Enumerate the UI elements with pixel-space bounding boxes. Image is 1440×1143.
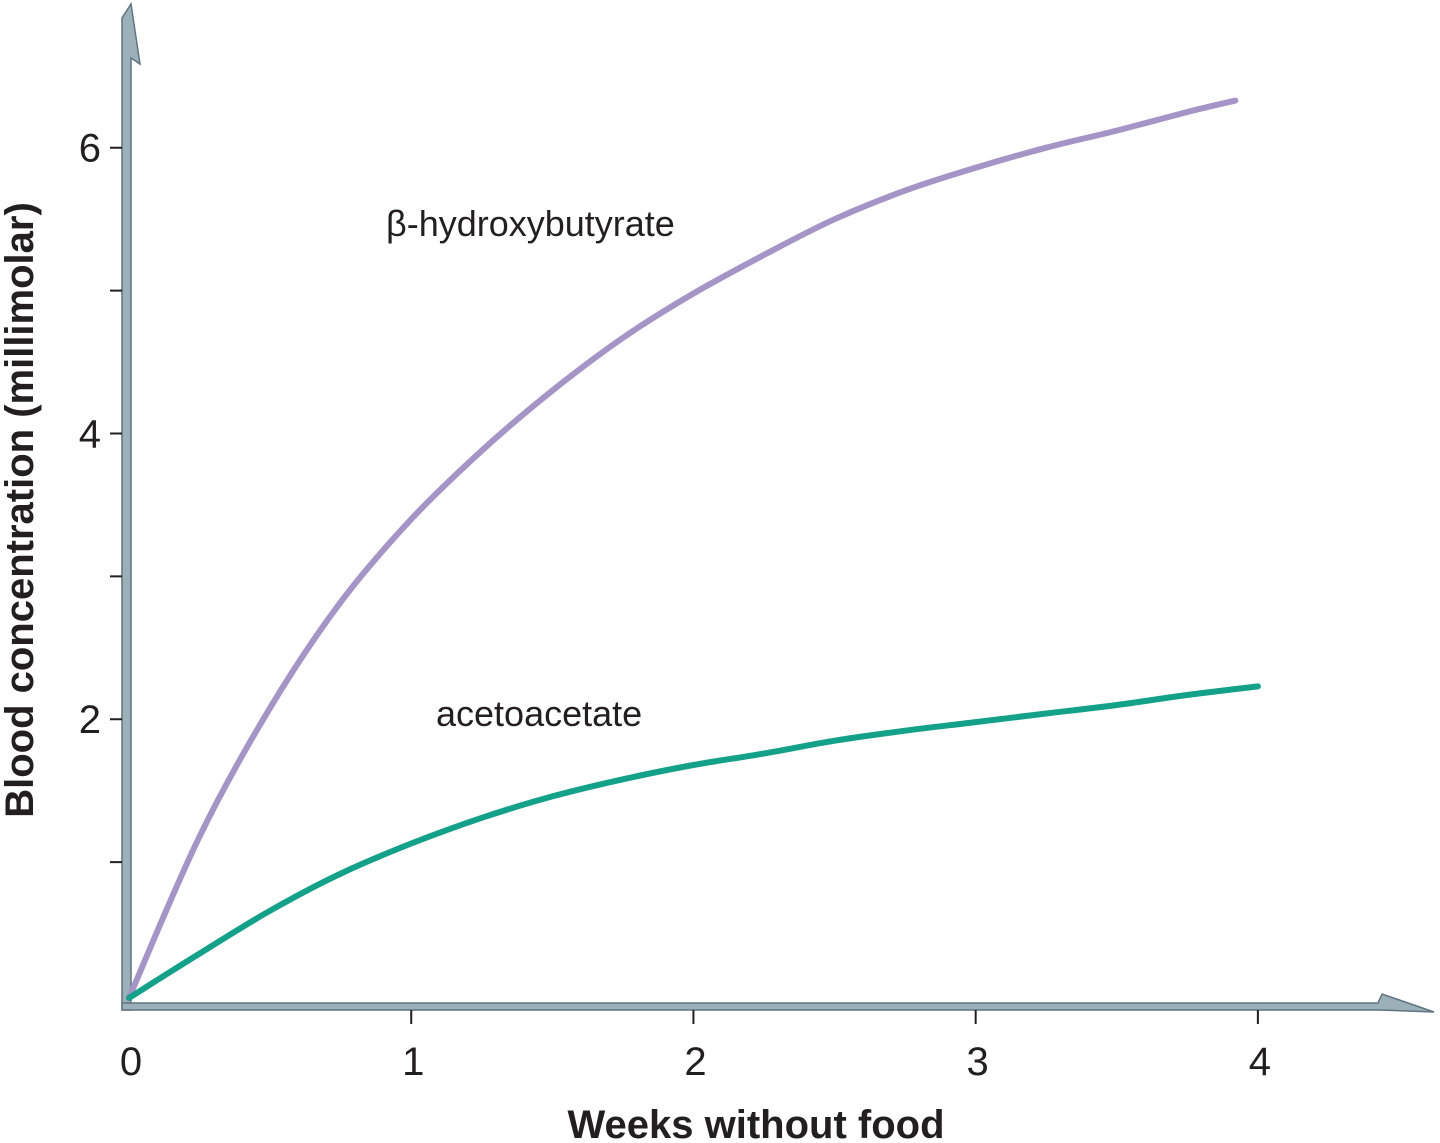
y-axis	[121, 1, 141, 1011]
x-tick-label: 4	[1249, 1040, 1271, 1084]
x-ticks: 0 1 2 3 4	[120, 1010, 1271, 1084]
y-tick-label: 4	[79, 412, 101, 456]
series-label-acetoacetate: acetoacetate	[436, 693, 642, 734]
y-ticks: 2 4 6	[79, 127, 122, 864]
y-axis-title: Blood concentration (millimolar)	[0, 202, 42, 818]
x-tick-label: 3	[967, 1040, 989, 1084]
series-labels: β-hydroxybutyrate acetoacetate	[386, 203, 675, 734]
x-axis-line	[121, 993, 1435, 1013]
x-tick-label: 1	[402, 1040, 424, 1084]
y-tick-label: 2	[79, 698, 101, 742]
series-lines	[126, 97, 1261, 1001]
x-axis	[121, 993, 1435, 1013]
y-axis-line	[121, 1, 141, 1011]
x-tick-label: 2	[684, 1040, 706, 1084]
series-label-beta-hydroxybutyrate: β-hydroxybutyrate	[386, 203, 675, 244]
y-tick-label: 6	[79, 127, 101, 171]
series-line-beta-hydroxybutyrate	[126, 97, 1239, 1001]
x-tick-label: 0	[120, 1040, 142, 1084]
x-axis-title: Weeks without food	[567, 1103, 944, 1143]
series-line-acetoacetate	[126, 683, 1261, 1001]
